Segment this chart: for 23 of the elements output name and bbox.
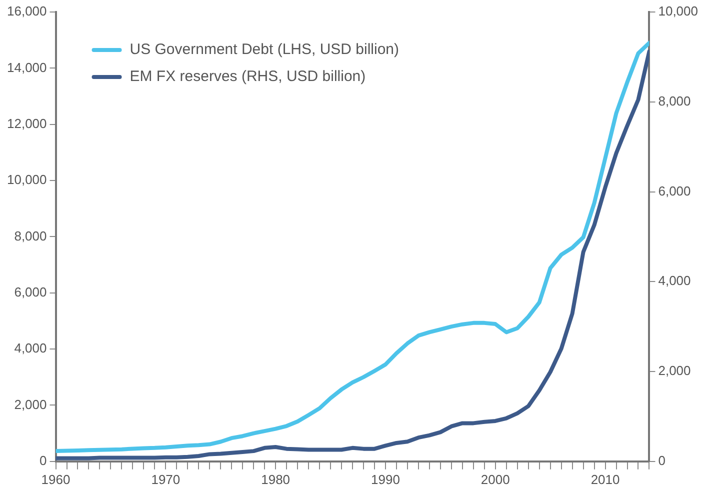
x-tick-label: 2010 [590, 472, 620, 487]
y2-tick-label: 2,000 [658, 363, 691, 378]
x-tick-label: 1970 [151, 472, 180, 487]
x-tick-label: 1990 [371, 472, 400, 487]
legend-label: US Government Debt (LHS, USD billion) [130, 41, 400, 58]
y-tick-label: 8,000 [14, 228, 47, 244]
x-tick-label: 1980 [261, 472, 290, 487]
y2-tick-label: 10,000 [658, 4, 698, 19]
x-tick-label: 2000 [480, 472, 510, 487]
y-tick-label: 2,000 [14, 396, 47, 412]
x-tick-label: 1960 [41, 472, 70, 487]
y-tick-label: 12,000 [6, 116, 47, 131]
legend-label: EM FX reserves (RHS, USD billion) [130, 68, 366, 86]
y2-tick-label: 6,000 [658, 183, 691, 198]
y2-tick-label: 4,000 [658, 273, 691, 288]
y2-tick-label: 0 [658, 452, 666, 468]
y-tick-label: 14,000 [6, 60, 47, 75]
y-tick-label: 10,000 [6, 172, 47, 188]
y-tick-label: 6,000 [14, 284, 47, 300]
y-tick-label: 4,000 [14, 340, 47, 356]
y2-tick-label: 8,000 [658, 93, 691, 108]
y-tick-label: 16,000 [6, 4, 47, 19]
y-tick-label: 0 [40, 452, 47, 468]
